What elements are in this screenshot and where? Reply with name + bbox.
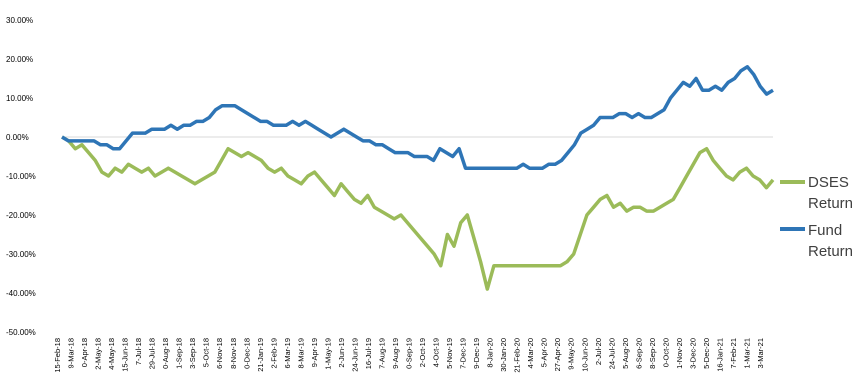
x-tick-label: 2-Oct-19	[418, 338, 427, 367]
y-tick-label: -20.00%	[6, 211, 36, 220]
x-tick-label: 0-Sep-19	[405, 338, 414, 369]
x-tick-label: 7-Aug-19	[378, 338, 387, 369]
series-line-fund-return	[61, 65, 774, 170]
x-tick-label: 1-Nov-20	[675, 338, 684, 369]
x-tick-label: 0-Dec-18	[242, 338, 251, 369]
x-tick-label: 6-Nov-18	[215, 338, 224, 369]
y-tick-label: -10.00%	[6, 172, 36, 181]
x-tick-label: 3-Mar-21	[756, 338, 765, 368]
y-tick-label: 20.00%	[6, 55, 33, 64]
x-tick-label: 7-Jul-18	[134, 338, 143, 365]
x-tick-label: 9-Dec-19	[472, 338, 481, 369]
x-tick-label: 9-May-20	[567, 338, 576, 370]
x-tick-label: 9-Apr-19	[310, 338, 319, 367]
x-tick-label: 5-Dec-20	[702, 338, 711, 369]
legend-label-fund-line2: Return	[808, 243, 853, 260]
x-tick-label: 8-Jan-20	[486, 338, 495, 368]
x-tick-label: 4-Mar-20	[526, 338, 535, 368]
x-tick-label: 24-Jul-20	[607, 338, 616, 369]
x-tick-label: 7-Dec-19	[459, 338, 468, 369]
x-tick-label: 4-Oct-19	[432, 338, 441, 367]
x-tick-label: 6-Sep-20	[634, 338, 643, 369]
x-tick-label: 24-Jun-19	[350, 338, 359, 372]
x-tick-label: 3-Sep-18	[188, 338, 197, 369]
legend-label-dses-line1: DSES	[808, 174, 849, 191]
x-tick-label: 16-Jul-19	[364, 338, 373, 369]
y-tick-label: 10.00%	[6, 94, 33, 103]
x-tick-label: 5-Apr-20	[540, 338, 549, 367]
y-tick-label: -40.00%	[6, 289, 36, 298]
x-tick-label: 0-Apr-18	[80, 338, 89, 367]
y-tick-label: -50.00%	[6, 328, 36, 337]
x-tick-label: 1-May-19	[323, 338, 332, 370]
y-axis: 30.00% 20.00% 10.00% 0.00% -10.00% -20.00% -30…	[6, 16, 36, 337]
x-tick-label: 0-Oct-20	[661, 338, 670, 367]
legend-label-dses-line2: Return	[808, 195, 853, 212]
x-tick-label: 30-Jan-20	[499, 338, 508, 372]
y-tick-label: 30.00%	[6, 16, 33, 25]
x-tick-label: 4-May-18	[107, 338, 116, 370]
y-tick-label: 0.00%	[6, 133, 29, 142]
x-tick-label: 21-Jan-19	[256, 338, 265, 372]
x-tick-label: 21-Feb-20	[513, 338, 522, 373]
series-line-dses-return	[61, 135, 775, 291]
x-tick-label: 3-Dec-20	[688, 338, 697, 369]
x-tick-label: 7-Feb-21	[729, 338, 738, 368]
x-tick-label: 8-Nov-18	[229, 338, 238, 369]
x-tick-label: 8-Mar-19	[296, 338, 305, 368]
x-tick-label: 16-Jan-21	[715, 338, 724, 372]
y-tick-label: -30.00%	[6, 250, 36, 259]
x-tick-label: 2-Feb-19	[269, 338, 278, 368]
x-tick-label: 5-Aug-20	[621, 338, 630, 369]
x-tick-label: 2-Jul-20	[594, 338, 603, 365]
x-tick-label: 5-Oct-18	[202, 338, 211, 367]
x-tick-label: 8-Sep-20	[648, 338, 657, 369]
x-tick-label: 15-Jun-18	[121, 338, 130, 372]
x-tick-label: 9-Mar-18	[67, 338, 76, 368]
x-tick-label: 27-Apr-20	[553, 338, 562, 371]
legend: DSES Return Fund Return	[780, 174, 853, 260]
x-tick-label: 0-Aug-18	[161, 338, 170, 369]
x-tick-label: 9-Aug-19	[391, 338, 400, 369]
x-tick-label: 15-Feb-18	[53, 338, 62, 373]
x-tick-label: 2-May-18	[94, 338, 103, 370]
legend-label-fund-line1: Fund	[808, 222, 842, 239]
x-tick-label: 29-Jul-18	[148, 338, 157, 369]
series-layer	[61, 65, 775, 291]
x-tick-label: 1-Mar-21	[743, 338, 752, 368]
x-tick-label: 1-Sep-18	[175, 338, 184, 369]
x-tick-label: 2-Jun-19	[337, 338, 346, 368]
x-tick-label: 5-Nov-19	[445, 338, 454, 369]
x-axis: 15-Feb-18 9-Mar-18 0-Apr-18 2-May-18 4-May-1…	[53, 338, 765, 373]
x-tick-label: 10-Jun-20	[580, 338, 589, 372]
x-tick-label: 6-Mar-19	[283, 338, 292, 368]
